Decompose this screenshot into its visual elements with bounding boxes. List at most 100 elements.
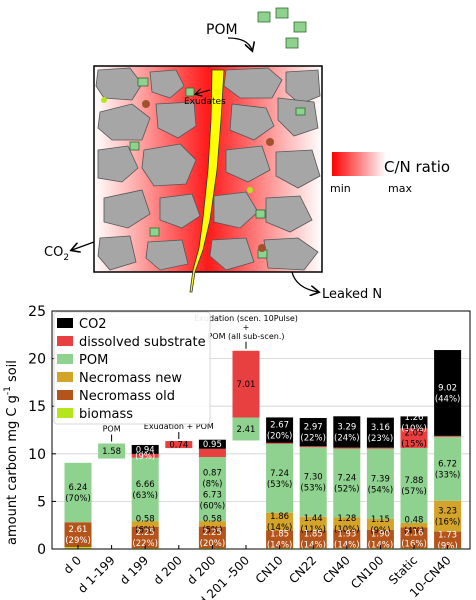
necromass-particle [266, 138, 274, 146]
bar-data-label: (22%) [300, 434, 326, 444]
bar-data-label: 0.95 [203, 440, 222, 450]
y-tick-label: 15 [28, 399, 46, 415]
bar-data-label: (57%) [401, 487, 427, 497]
pom-particle [295, 107, 306, 116]
x-tick-label: CN10 [253, 553, 286, 586]
legend-label: dissolved substrate [79, 335, 206, 350]
soil-grains [95, 67, 321, 271]
bar-data-label: (8%) [202, 480, 222, 490]
bar-segment [232, 417, 260, 441]
pom-label: POM [206, 22, 238, 38]
bar-data-label: 7.88 [405, 476, 424, 486]
pom-particle [185, 87, 195, 97]
bar-data-label: 0.58 [136, 514, 155, 524]
x-tick-label: d 199 [117, 553, 151, 587]
bar-segment [198, 457, 226, 522]
legend-swatch [57, 408, 73, 418]
pom-icon [275, 7, 289, 19]
exudates-arrow [196, 90, 211, 94]
bar-segment [131, 521, 159, 527]
x-tick-label: d 200 [151, 553, 185, 587]
bar-data-label: 1.58 [102, 447, 121, 457]
bar-segment [266, 417, 294, 443]
bar-data-label: 7.24 [270, 469, 289, 479]
biomass-particle [101, 97, 107, 103]
bar-data-label: (16%) [435, 518, 461, 528]
bar-segment [333, 447, 361, 449]
bar-data-label: 0.48 [405, 516, 424, 526]
soil-grain [159, 193, 201, 229]
bar-data-label: (70%) [65, 494, 91, 504]
bar-data-label: (6%) [135, 525, 155, 535]
bar-segment [434, 436, 462, 501]
bar-segment [299, 418, 327, 447]
soil-grain [285, 69, 321, 105]
bar-segment [366, 448, 394, 520]
bar-data-label: 0.74 [169, 441, 188, 451]
bar-segment [165, 441, 193, 449]
legend-label: Necromass new [79, 371, 182, 386]
bar-data-label: 2.97 [304, 423, 323, 433]
bar-segment [266, 530, 294, 549]
bar-data-label: (22%) [132, 539, 158, 549]
bar-segment [299, 516, 327, 531]
bar-data-label: 2.67 [270, 421, 289, 431]
bar-data-label: 2.16 [405, 528, 424, 538]
bar-data-label: 1.73 [438, 530, 457, 540]
legend-swatch [57, 390, 73, 400]
legend-label: Necromass old [79, 389, 175, 404]
bar-data-label: 1.85 [270, 530, 289, 540]
cn-colorbar [332, 152, 386, 176]
bar-data-label: 1.26 [405, 413, 424, 423]
bar-data-label: 3.29 [337, 422, 356, 432]
soil-grain [97, 235, 137, 271]
bar-data-label: 6.72 [438, 459, 457, 469]
legend-swatch [57, 354, 73, 364]
plot-frame [51, 310, 471, 550]
bar-segment [299, 447, 327, 517]
bar-segment [400, 416, 428, 429]
bar-segment [333, 416, 361, 448]
exudates-label: Exudates [184, 97, 226, 107]
bar-segment [131, 453, 159, 458]
legend-box [53, 311, 211, 425]
legend-swatch [57, 318, 73, 328]
pom-particle [137, 77, 149, 87]
bar-data-label: 2.61 [69, 525, 88, 535]
bar-segment [400, 522, 428, 528]
legend-label: biomass [79, 407, 133, 422]
pom-arrow [227, 37, 252, 50]
bar-data-label: (10%) [401, 424, 427, 434]
bar-data-label: 1.15 [371, 515, 390, 525]
bar-data-label: (24%) [334, 433, 360, 443]
bar-segment [434, 500, 462, 532]
pom-particles [129, 77, 306, 259]
soil-grain [103, 189, 151, 229]
bar-segment [299, 530, 327, 549]
bar-segment [366, 447, 394, 449]
y-axis-label: amount carbon mg C g-1 soil [3, 360, 20, 545]
soil-grain [97, 145, 139, 183]
bar-segment [98, 443, 126, 459]
biomass-particles [101, 97, 253, 193]
soil-grain [155, 101, 197, 139]
soil-grain [275, 149, 321, 189]
x-tick-label: CN100 [348, 553, 386, 591]
pom-particle [255, 209, 266, 219]
leaked-n-label: Leaked N [322, 287, 382, 302]
cn-title: C/N ratio [384, 158, 450, 176]
necromass-particle [142, 100, 150, 108]
soil-grain [263, 237, 319, 271]
bar-data-label: (10%) [334, 525, 360, 535]
bar-data-label: (20%) [267, 432, 293, 442]
pom-particle [129, 141, 140, 151]
bar-data-label: (63%) [132, 491, 158, 501]
soil-grain [145, 239, 189, 271]
bar-data-label: 2.25 [136, 528, 155, 538]
necromass-particles [142, 100, 274, 252]
soil-grain [229, 103, 275, 141]
soil-grain [149, 69, 185, 99]
bar-data-label: 1.28 [337, 514, 356, 524]
bar-segment [198, 526, 226, 549]
